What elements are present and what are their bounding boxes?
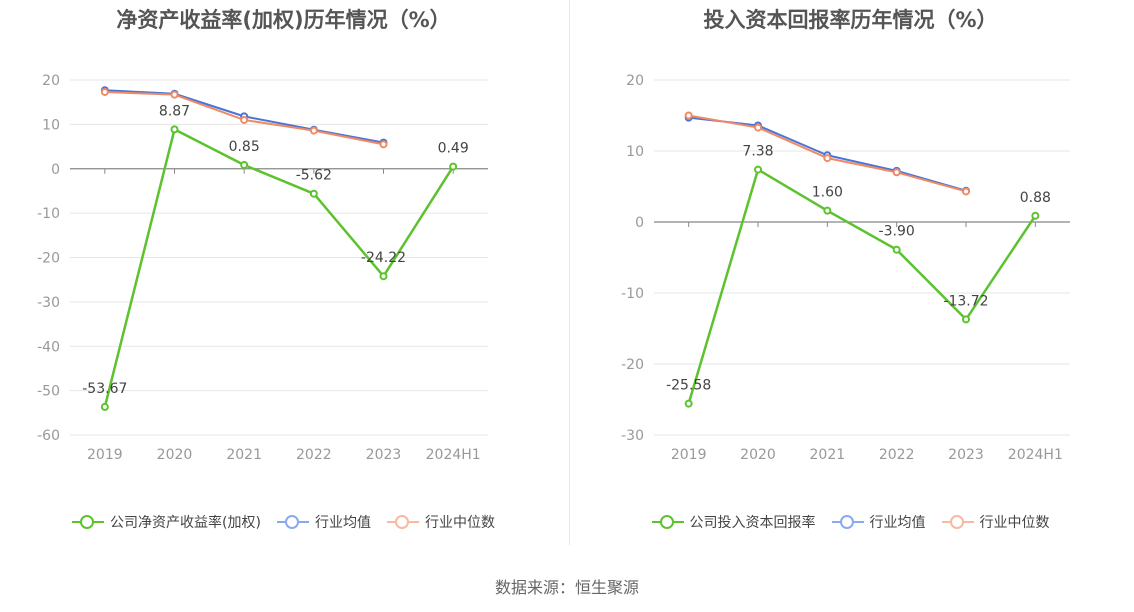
data-label: -25.58 <box>666 378 711 394</box>
data-point-company[interactable] <box>962 315 970 324</box>
x-tick-label: 2019 <box>671 447 707 463</box>
data-point-company[interactable] <box>170 125 179 134</box>
data-label: 8.87 <box>159 103 190 119</box>
legend-company-marker-icon <box>651 515 684 529</box>
y-tick-label: 0 <box>51 162 60 178</box>
legend-label: 行业中位数 <box>424 515 495 531</box>
series-line-company <box>103 128 455 408</box>
legend-median-marker-icon <box>386 515 419 529</box>
y-tick-label: -60 <box>37 428 60 444</box>
data-point-company[interactable] <box>823 206 832 215</box>
legend-item-company[interactable]: 公司净资产收益率(加权) <box>72 512 261 532</box>
legend-average-marker-icon <box>276 515 309 529</box>
data-point-median[interactable] <box>892 168 901 177</box>
y-tick-label: 20 <box>626 73 644 89</box>
data-point-company[interactable] <box>892 245 901 254</box>
x-tick-label: 2021 <box>226 447 262 463</box>
data-point-median[interactable] <box>962 187 970 196</box>
legend-median-marker-icon <box>941 515 974 529</box>
x-tick-label: 2022 <box>879 447 915 463</box>
y-tick-label: 20 <box>42 73 60 89</box>
data-label: -5.62 <box>296 168 332 184</box>
y-tick-label: -30 <box>621 428 644 444</box>
legend-company-marker-icon <box>72 515 105 529</box>
data-label: 7.38 <box>742 144 773 160</box>
data-point-median[interactable] <box>379 140 388 149</box>
x-tick-label: 2021 <box>810 447 846 463</box>
y-tick-label: 0 <box>635 215 644 231</box>
data-point-company[interactable] <box>1031 211 1040 220</box>
x-tick-label: 2020 <box>740 447 776 463</box>
data-point-median[interactable] <box>754 123 762 132</box>
data-label: -24.22 <box>361 250 406 266</box>
roe-line-chart: 20 10 0 -10 -20 -30 -40 -50 -60 2019 2020 2021 2022 2… <box>37 73 488 463</box>
x-tick-label: 2024H1 <box>1008 447 1063 463</box>
series-line-company <box>687 168 1037 404</box>
data-label: 0.49 <box>438 141 469 157</box>
legend-label: 行业中位数 <box>979 515 1050 531</box>
data-point-company[interactable] <box>754 165 762 174</box>
legend-average-marker-icon <box>831 515 864 529</box>
y-tick-label: -10 <box>621 286 644 302</box>
legend-label: 公司投入资本回报率 <box>689 515 816 531</box>
y-tick-label: 10 <box>626 144 644 160</box>
y-tick-label: -40 <box>37 339 60 355</box>
data-point-median[interactable] <box>240 115 249 124</box>
data-point-company[interactable] <box>684 399 693 408</box>
data-point-median[interactable] <box>309 126 318 135</box>
data-label: -3.90 <box>879 224 915 240</box>
data-label: 0.88 <box>1020 190 1051 206</box>
y-tick-label: -10 <box>37 206 60 222</box>
data-label: 1.60 <box>812 185 843 201</box>
data-point-company[interactable] <box>379 272 388 281</box>
legend-item-median[interactable]: 行业中位数 <box>941 512 1050 532</box>
data-point-median[interactable] <box>170 90 179 99</box>
legend-item-company[interactable]: 公司投入资本回报率 <box>651 512 816 532</box>
data-point-median[interactable] <box>823 154 832 163</box>
chart-legend: 公司净资产收益率(加权) 行业均值 行业中位数 <box>0 512 567 532</box>
x-tick-label: 2020 <box>157 447 193 463</box>
panel-divider <box>569 0 570 545</box>
roic-line-chart: 20 10 0 -10 -20 -30 2019 2020 2021 2022 2023 2024H1… <box>621 73 1070 463</box>
legend-label: 公司净资产收益率(加权) <box>110 515 261 531</box>
data-point-company[interactable] <box>100 402 109 411</box>
data-point-company[interactable] <box>309 189 318 198</box>
data-point-median[interactable] <box>100 87 109 96</box>
data-point-company[interactable] <box>240 160 249 169</box>
y-tick-label: -20 <box>37 251 60 267</box>
y-tick-label: -50 <box>37 384 60 400</box>
x-tick-label: 2022 <box>296 447 332 463</box>
legend-label: 行业均值 <box>314 515 371 531</box>
y-tick-label: 10 <box>42 117 60 133</box>
data-label: -13.72 <box>943 293 988 309</box>
data-label: -53.67 <box>82 381 127 397</box>
x-tick-label: 2023 <box>366 447 402 463</box>
chart-panel-roe: 净资产收益率(加权)历年情况（%） 20 10 0 -10 -20 -30 -40 -50 -6… <box>0 0 567 560</box>
chart-title: 净资产收益率(加权)历年情况（%） <box>116 8 451 32</box>
legend-label: 行业均值 <box>869 515 926 531</box>
data-source-note: 数据来源：恒生聚源 <box>494 578 639 597</box>
chart-legend: 公司投入资本回报率 行业均值 行业中位数 <box>567 512 1134 532</box>
y-tick-label: -20 <box>621 357 644 373</box>
legend-item-average[interactable]: 行业均值 <box>276 512 371 532</box>
x-tick-label: 2019 <box>87 447 123 463</box>
data-point-median[interactable] <box>684 111 693 120</box>
x-tick-label: 2024H1 <box>426 447 481 463</box>
chart-title: 投入资本回报率历年情况（%） <box>703 8 998 32</box>
data-point-company[interactable] <box>449 162 458 171</box>
data-label: 0.85 <box>229 139 260 155</box>
x-tick-label: 2023 <box>948 447 984 463</box>
chart-panel-roic: 投入资本回报率历年情况（%） 20 10 0 -10 -20 -30 2019 2020 202… <box>567 0 1134 560</box>
y-tick-label: -30 <box>37 295 60 311</box>
legend-item-average[interactable]: 行业均值 <box>831 512 926 532</box>
legend-item-median[interactable]: 行业中位数 <box>386 512 495 532</box>
